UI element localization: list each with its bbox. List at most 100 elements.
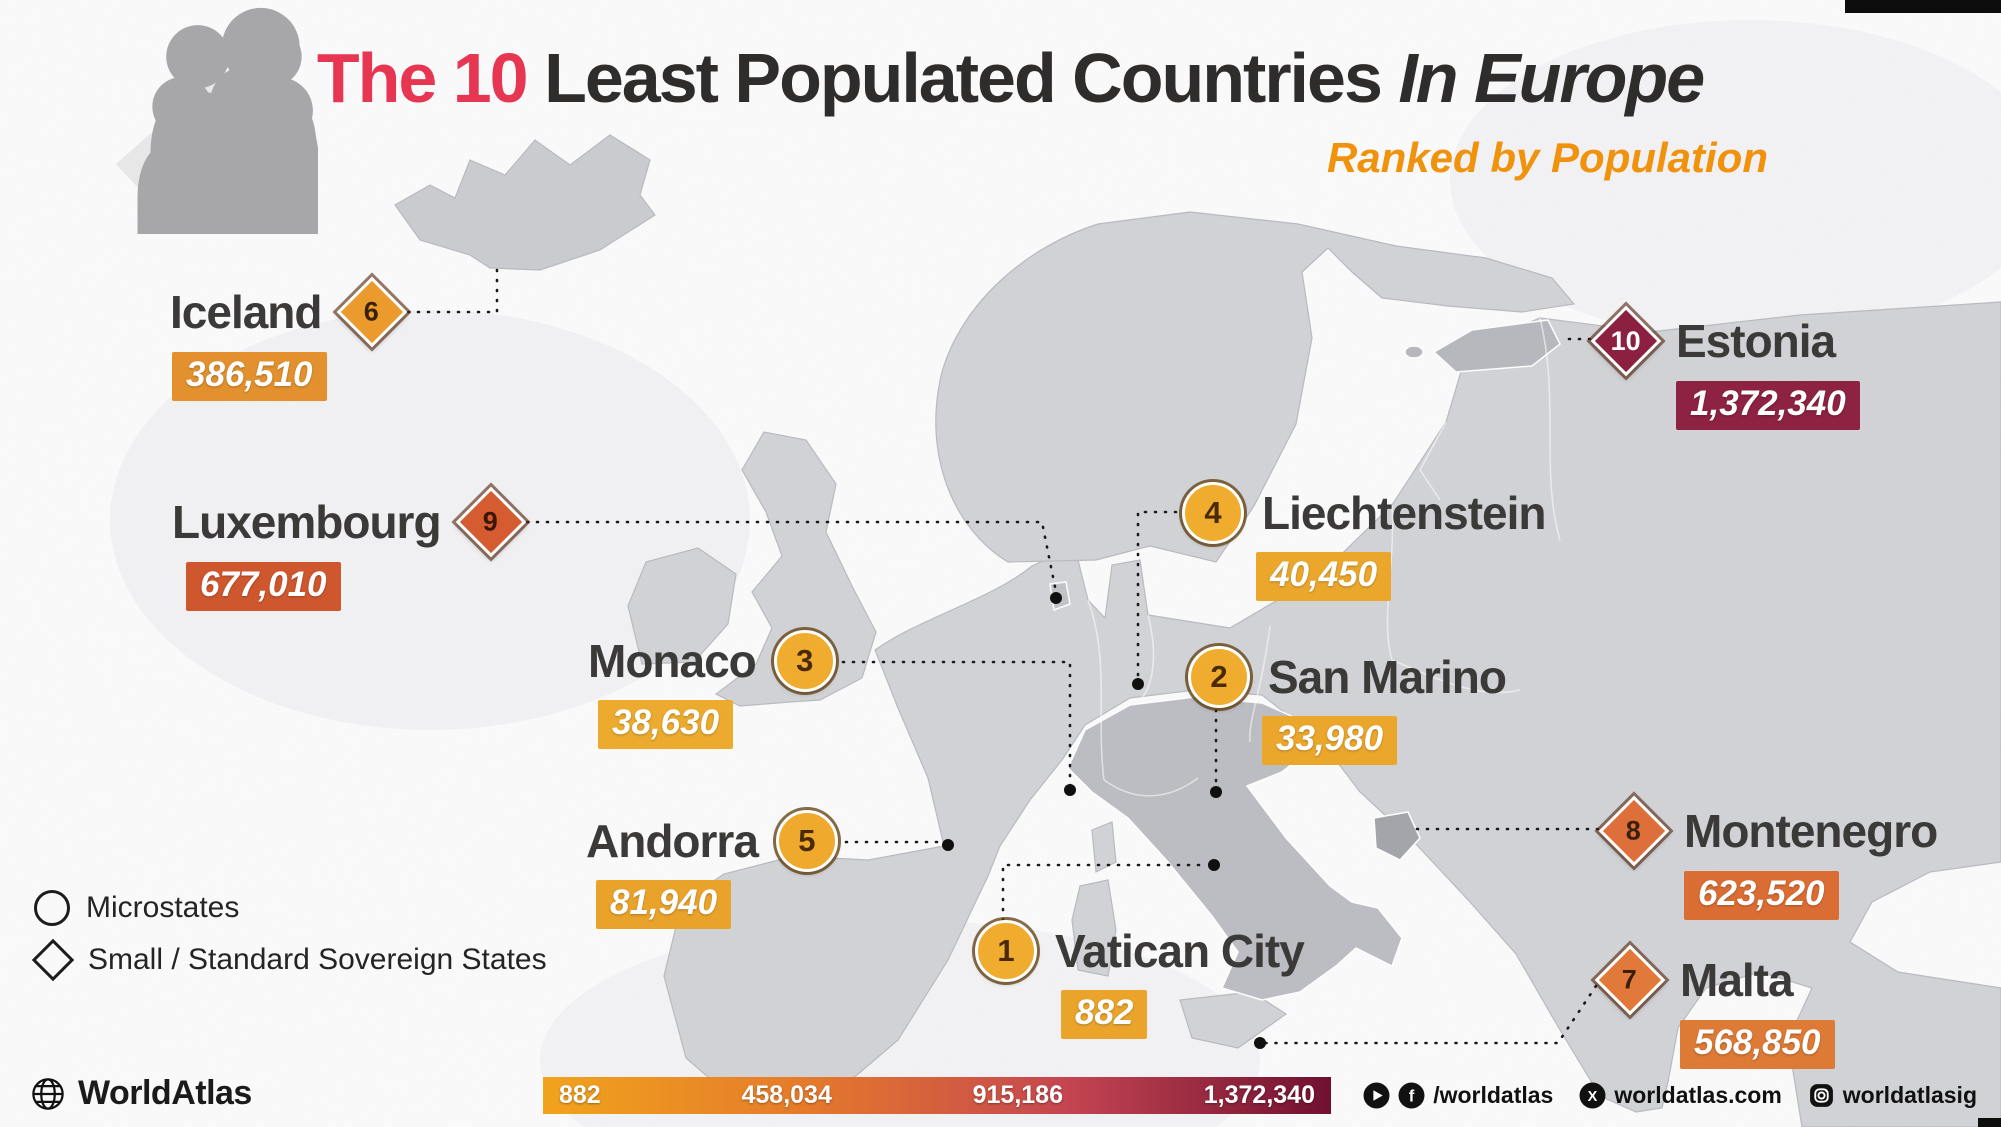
social-handle: /worldatlas	[1433, 1082, 1554, 1108]
country-iceland: Iceland 6 386,510	[170, 276, 407, 401]
rank-badge-diamond: 8	[1598, 795, 1670, 867]
rank-number: 2	[1210, 659, 1228, 694]
country-san-marino: 2 San Marino 33,980	[1188, 646, 1507, 765]
population-scale-bar: 882 458,034 915,186 1,372,340	[543, 1077, 1331, 1114]
country-row: Luxembourg 9	[172, 486, 526, 558]
social-handle: worldatlas.com	[1614, 1082, 1782, 1108]
map-dot-sanmarino	[1210, 786, 1222, 798]
population-chip: 568,850	[1680, 1020, 1835, 1069]
scale-label-3: 915,186	[972, 1081, 1063, 1109]
scale-label-max: 1,372,340	[1203, 1081, 1315, 1109]
population-chip: 33,980	[1262, 716, 1398, 765]
country-row: 2 San Marino	[1188, 646, 1507, 708]
scale-label-2: 458,034	[741, 1081, 832, 1109]
rank-number: 9	[483, 506, 499, 537]
map-dot-luxembourg	[1050, 592, 1062, 604]
rank-number: 8	[1626, 815, 1642, 846]
legend: Microstates Small / Standard Sovereign S…	[31, 890, 547, 982]
social-group-instagram: worldatlasig	[1808, 1082, 1977, 1109]
population-chip: 1,372,340	[1676, 381, 1860, 430]
rank-number: 4	[1204, 495, 1222, 530]
country-name: Liechtenstein	[1262, 487, 1547, 539]
legend-microstates: Microstates	[34, 890, 547, 926]
crop-artifact-top-right	[1845, 0, 2001, 13]
country-malta: 7 Malta 568,850	[1594, 944, 1835, 1069]
country-row: 7 Malta	[1594, 944, 1794, 1016]
rank-badge-circle: 5	[775, 810, 838, 872]
country-name: Estonia	[1676, 315, 1836, 367]
country-row: 4 Liechtenstein	[1182, 482, 1547, 544]
country-row: 10 Estonia	[1590, 305, 1836, 377]
connector-monaco	[821, 660, 1072, 788]
rank-badge-circle: 1	[975, 920, 1037, 982]
title-main: Least Populated Countries	[544, 39, 1383, 117]
page-title: The 10 Least Populated Countries In Euro…	[230, 38, 1790, 118]
population-chip: 677,010	[186, 562, 341, 611]
legend-sovereign: Small / Standard Sovereign States	[31, 938, 547, 982]
globe-icon	[32, 1077, 64, 1110]
map-dot-liechtenstein	[1132, 678, 1144, 690]
youtube-icon	[1363, 1082, 1390, 1109]
country-name: Vatican City	[1055, 925, 1305, 977]
rank-badge-diamond: 9	[455, 486, 526, 558]
population-chip: 81,940	[596, 880, 732, 929]
country-row: Monaco 3	[588, 630, 836, 692]
social-links: f /worldatlas X worldatlas.com worldatla…	[1363, 1082, 1977, 1109]
diamond-legend-icon	[31, 938, 75, 982]
x-icon: X	[1579, 1082, 1606, 1109]
country-andorra: Andorra 5 81,940	[586, 810, 838, 929]
people-icons	[116, 4, 318, 234]
rank-badge-diamond: 6	[336, 276, 407, 348]
connector-iceland	[406, 268, 499, 314]
country-name: Luxembourg	[172, 496, 442, 548]
map-dot-vatican	[1208, 859, 1220, 871]
connector-vatican	[1001, 863, 1210, 922]
worldatlas-brand: WorldAtlas	[30, 1074, 252, 1113]
country-monaco: Monaco 3 38,630	[588, 630, 836, 749]
rank-number: 10	[1610, 325, 1642, 356]
brand-name: WorldAtlas	[78, 1074, 252, 1112]
page-subtitle: Ranked by Population	[1326, 134, 1768, 181]
rank-badge-circle: 2	[1188, 646, 1250, 708]
country-row: Andorra 5	[586, 810, 838, 872]
country-name: San Marino	[1268, 651, 1507, 703]
rank-badge-circle: 4	[1182, 482, 1244, 544]
population-chip: 38,630	[598, 700, 734, 749]
map-dot-andorra	[942, 839, 954, 851]
country-name: Montenegro	[1684, 805, 1938, 857]
scale-label-min: 882	[559, 1081, 601, 1109]
country-row: 8 Montenegro	[1598, 795, 1938, 867]
map-dot-malta	[1254, 1037, 1266, 1049]
circle-legend-icon	[34, 890, 70, 926]
legend-label: Small / Standard Sovereign States	[88, 943, 547, 976]
country-montenegro: 8 Montenegro 623,520	[1598, 795, 1938, 920]
rank-badge-circle: 3	[773, 630, 836, 692]
title-region: In Europe	[1398, 39, 1705, 117]
social-handle: worldatlasig	[1842, 1082, 1977, 1108]
population-chip: 40,450	[1256, 552, 1392, 601]
country-luxembourg: Luxembourg 9 677,010	[172, 486, 526, 611]
map-dot-monaco	[1064, 784, 1076, 796]
rank-number: 7	[1622, 964, 1638, 995]
country-row: Iceland 6	[170, 276, 407, 348]
facebook-icon: f	[1398, 1082, 1425, 1109]
connector-liechtenstein	[1136, 510, 1178, 680]
rank-number: 3	[796, 643, 814, 678]
connector-luxembourg	[495, 520, 1058, 594]
country-name: Andorra	[586, 815, 759, 867]
population-chip: 623,520	[1684, 871, 1839, 920]
connector-malta	[1264, 984, 1598, 1045]
country-name: Malta	[1680, 954, 1794, 1006]
legend-label: Microstates	[86, 891, 240, 924]
population-icons	[88, 4, 318, 234]
social-group-worldatlas: f /worldatlas	[1363, 1082, 1553, 1109]
rank-number: 1	[997, 933, 1015, 968]
crop-artifact-bottom-right	[1978, 1118, 2001, 1127]
social-group-website: X worldatlas.com	[1579, 1082, 1782, 1109]
rank-badge-diamond: 10	[1590, 305, 1662, 377]
country-name: Iceland	[170, 286, 323, 338]
rank-number: 6	[364, 296, 380, 327]
rank-number: 5	[798, 823, 816, 858]
